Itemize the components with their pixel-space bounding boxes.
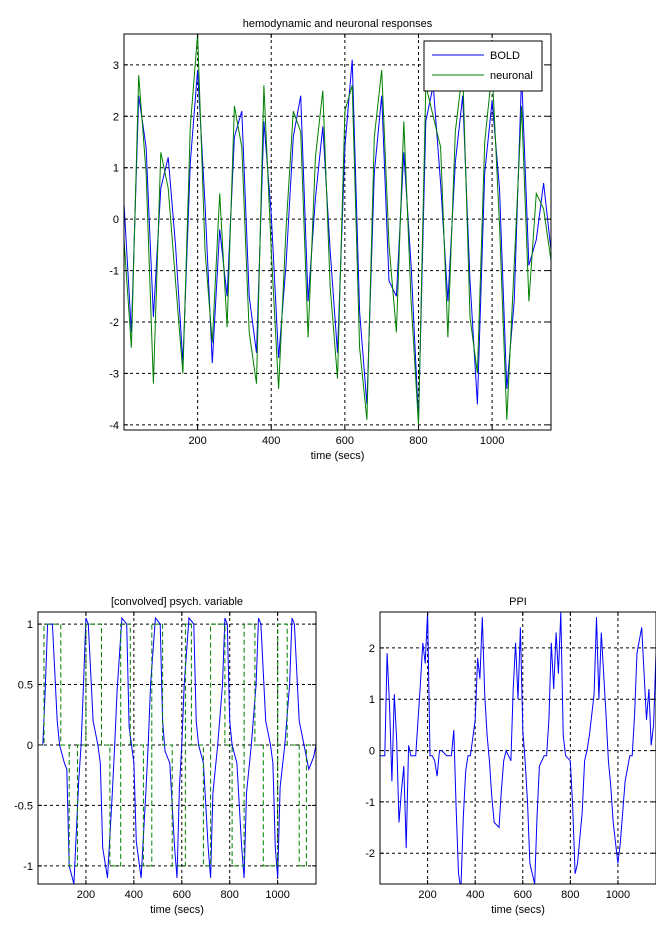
series-line-neuronal — [124, 34, 551, 425]
x-tick-label: 200 — [77, 889, 95, 901]
axes-frame — [37, 611, 317, 885]
chart-panel-1: 200 400 600 800 1000 -1 -0.5 0 0.5 1 [convolved] p… — [14, 596, 317, 916]
legend: BOLD neuronal — [423, 40, 543, 92]
x-tick-label: 200 — [188, 435, 206, 447]
x-axis-label: time (secs) — [491, 904, 545, 916]
x-tick-label: 400 — [262, 435, 280, 447]
y-tick-label: -4 — [109, 420, 119, 432]
chart-title: [convolved] psych. variable — [111, 596, 243, 608]
y-tick-label: 2 — [113, 111, 119, 123]
plot-area — [38, 612, 316, 884]
x-axis-label: time (secs) — [311, 450, 365, 462]
x-tick-label: 400 — [125, 889, 143, 901]
y-tick-label: -3 — [109, 368, 119, 380]
y-tick-label: -1 — [109, 266, 119, 278]
y-tick-label: -1 — [365, 797, 375, 809]
series-line-series-1 — [38, 623, 316, 867]
x-tick-label: 1000 — [606, 889, 630, 901]
y-tick-label: -0.5 — [14, 800, 33, 812]
legend-label-neuronal: neuronal — [490, 70, 533, 82]
series-group — [124, 34, 551, 425]
plot-area — [380, 612, 656, 884]
series-line-series-0 — [380, 612, 656, 884]
y-tick-label: 1 — [113, 163, 119, 175]
y-tick-label: -1 — [23, 861, 33, 873]
x-tick-label: 1000 — [480, 435, 504, 447]
chart-panel-0: 200 400 600 800 1000 -4 -3 -2 -1 0 1 2 3 hemodynamic … — [109, 18, 552, 462]
y-tick-label: -2 — [365, 848, 375, 860]
legend-box — [423, 40, 543, 92]
y-tick-label: 0 — [27, 740, 33, 752]
legend-label-bold: BOLD — [490, 50, 520, 62]
x-tick-label: 400 — [466, 889, 484, 901]
chart-title: hemodynamic and neuronal responses — [243, 18, 433, 30]
chart-panel-2: 200 400 600 800 1000 -2 -1 0 1 2 PPI time (secs) — [365, 596, 656, 916]
series-group — [380, 612, 656, 884]
x-tick-label: 200 — [418, 889, 436, 901]
y-tick-label: 3 — [113, 60, 119, 72]
series-line-series-0 — [38, 616, 316, 884]
x-tick-label: 1000 — [265, 889, 289, 901]
axes-frame — [379, 611, 656, 885]
y-tick-label: 1 — [27, 619, 33, 631]
y-tick-label: 0 — [369, 746, 375, 758]
y-tick-label: 1 — [369, 694, 375, 706]
y-tick-label: 0.5 — [18, 680, 33, 692]
x-axis-label: time (secs) — [150, 904, 204, 916]
y-tick-label: 0 — [113, 214, 119, 226]
y-tick-label: 2 — [369, 643, 375, 655]
y-tick-label: -2 — [109, 317, 119, 329]
x-tick-label: 600 — [336, 435, 354, 447]
x-tick-label: 600 — [173, 889, 191, 901]
series-line-bold — [124, 59, 551, 420]
chart-title: PPI — [509, 596, 527, 608]
x-tick-label: 600 — [514, 889, 532, 901]
x-tick-label: 800 — [409, 435, 427, 447]
axes-frame — [123, 33, 552, 431]
x-tick-label: 800 — [561, 889, 579, 901]
series-group — [38, 616, 316, 884]
x-tick-label: 800 — [221, 889, 239, 901]
